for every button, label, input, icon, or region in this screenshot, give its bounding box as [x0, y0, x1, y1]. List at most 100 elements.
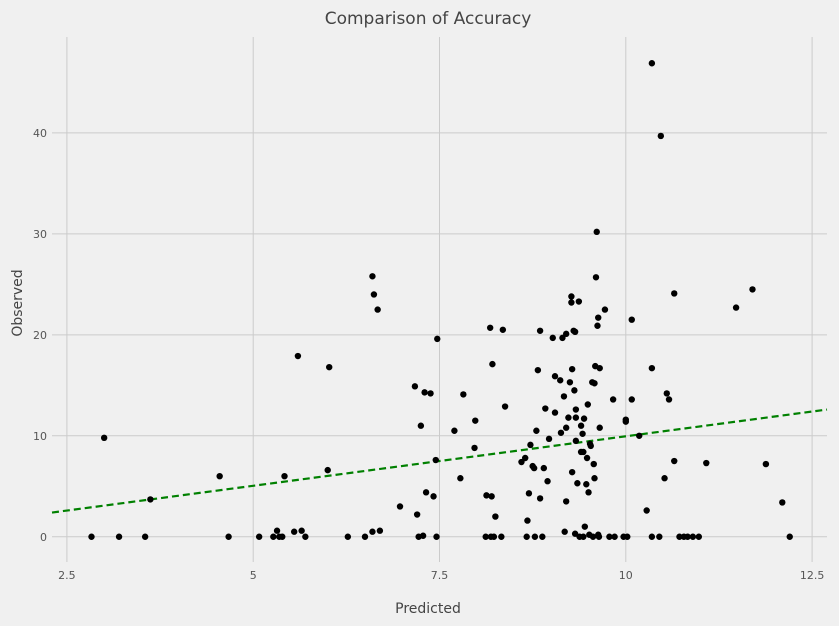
data-point [571, 530, 579, 537]
data-point [572, 406, 580, 413]
fit-line [51, 408, 828, 514]
data-point [376, 527, 384, 534]
data-point [624, 533, 631, 540]
data-point [557, 429, 565, 436]
data-point [648, 364, 656, 372]
data-point [489, 360, 496, 368]
data-point [549, 334, 556, 342]
data-point [575, 298, 583, 305]
y-tick-label: 40 [33, 127, 47, 140]
data-point [703, 459, 710, 467]
data-point [572, 437, 580, 445]
data-point [551, 373, 559, 380]
data-point [432, 456, 439, 464]
data-point [472, 417, 479, 424]
y-tick-labels: 0 10 20 30 40 [33, 127, 47, 544]
data-point [551, 409, 559, 416]
data-point [417, 422, 425, 429]
data-point [370, 291, 378, 298]
data-point [580, 533, 587, 540]
data-point [533, 427, 540, 434]
data-point [290, 528, 298, 535]
data-point [571, 387, 578, 394]
data-point [273, 527, 281, 534]
data-point [583, 454, 591, 462]
data-point [562, 330, 570, 338]
data-point [559, 334, 566, 342]
data-point [595, 314, 602, 321]
data-point [531, 533, 539, 540]
y-tick-label: 20 [33, 329, 47, 342]
data-point [585, 489, 592, 496]
y-tick-label: 0 [40, 531, 47, 544]
data-point [589, 533, 597, 540]
data-point [762, 460, 770, 468]
data-point [611, 533, 618, 540]
data-point [562, 424, 570, 431]
data-point [557, 377, 564, 384]
data-point [471, 444, 478, 452]
data-point [580, 448, 587, 456]
data-point [565, 414, 572, 421]
data-point [421, 389, 428, 396]
data-point [216, 472, 223, 480]
data-point [584, 401, 591, 408]
data-point [592, 274, 600, 281]
data-point [648, 60, 656, 67]
data-point [525, 490, 533, 497]
data-point [571, 328, 579, 336]
data-point [374, 306, 381, 313]
data-point [396, 503, 404, 510]
data-point [490, 533, 498, 540]
data-point [648, 533, 656, 540]
data-point [572, 414, 580, 421]
data-point [544, 478, 551, 485]
data-point [568, 299, 575, 306]
data-point [411, 383, 419, 390]
data-point [536, 327, 544, 334]
data-point [427, 390, 434, 397]
data-point [225, 533, 232, 540]
data-point [539, 533, 546, 540]
data-point [326, 363, 333, 371]
x-axis-label: Predicted [395, 601, 461, 617]
data-points [88, 60, 793, 540]
data-point [622, 418, 629, 425]
data-point [601, 306, 609, 313]
x-tick-labels: 2.5 5 7.5 10 12.5 [58, 569, 824, 582]
data-point [786, 533, 793, 540]
data-point [451, 427, 458, 434]
data-point [749, 286, 756, 293]
data-point [542, 405, 549, 412]
data-point [498, 533, 505, 540]
data-point [100, 434, 108, 442]
data-point [279, 533, 286, 540]
data-point [422, 489, 430, 496]
data-point [270, 533, 277, 540]
data-point [483, 492, 490, 499]
data-point [568, 365, 576, 373]
x-tick-label: 5 [250, 569, 257, 582]
data-point [302, 533, 309, 540]
data-point [524, 517, 531, 524]
data-point [523, 533, 530, 540]
data-point [460, 391, 467, 398]
data-point [580, 415, 588, 422]
data-point [779, 499, 786, 506]
data-point [609, 396, 617, 403]
y-tick-label: 10 [33, 430, 47, 443]
data-point [566, 379, 574, 386]
data-point [581, 523, 589, 530]
data-point [518, 458, 525, 466]
data-point [656, 533, 663, 540]
data-point [534, 366, 542, 374]
x-tick-label: 2.5 [58, 569, 76, 582]
data-point [684, 533, 691, 540]
data-point [606, 533, 613, 540]
data-point [361, 533, 369, 540]
data-point [499, 326, 507, 333]
data-point [560, 393, 568, 400]
data-point [369, 273, 376, 280]
data-point [628, 396, 635, 403]
